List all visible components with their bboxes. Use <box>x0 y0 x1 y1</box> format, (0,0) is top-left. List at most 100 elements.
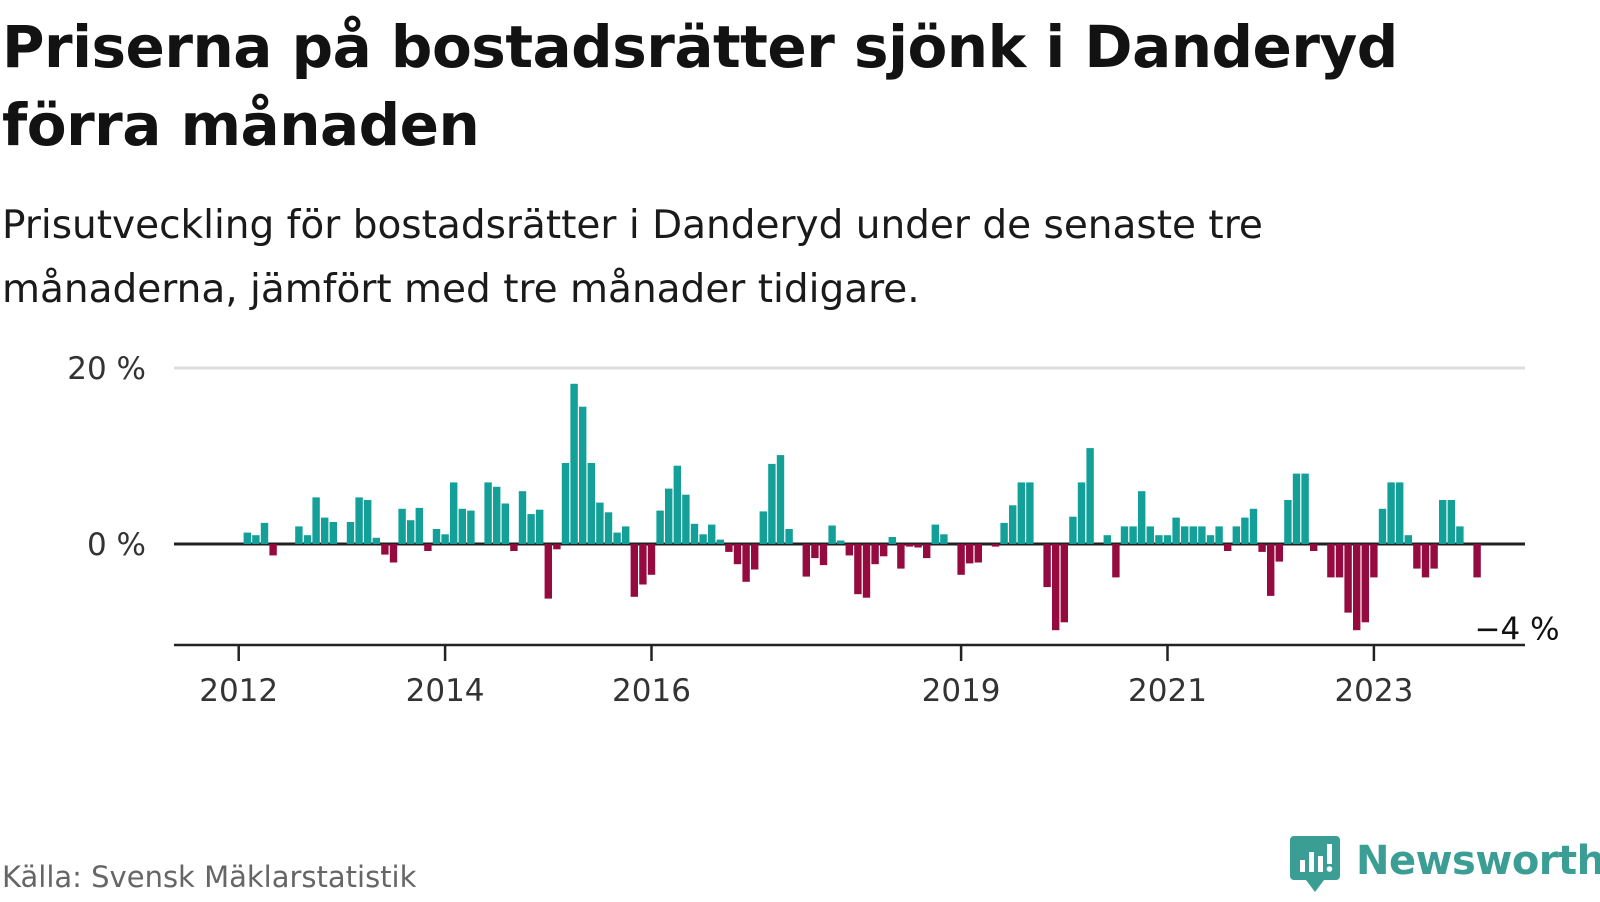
bar <box>381 544 389 555</box>
bar <box>269 544 277 556</box>
bar <box>1344 544 1352 613</box>
bar <box>1430 544 1438 569</box>
bar <box>1000 522 1008 544</box>
bar <box>1404 535 1412 544</box>
bar <box>871 544 879 565</box>
bar <box>243 532 251 544</box>
bar <box>1370 544 1378 578</box>
bar <box>510 544 518 551</box>
bar <box>1009 505 1017 544</box>
bar <box>742 544 750 582</box>
bar <box>432 529 441 544</box>
bar <box>441 534 449 544</box>
bar <box>656 510 664 544</box>
bar <box>1181 526 1189 544</box>
bar-chart: 2012 2014 2016 2019 2021 2023 0 % 20 % −4 % <box>67 351 1559 709</box>
bar <box>837 540 845 544</box>
bar <box>1189 526 1197 544</box>
y-tick-label: 20 % <box>67 351 146 387</box>
bar <box>1310 544 1318 551</box>
bar <box>699 534 707 544</box>
bar <box>1473 544 1481 578</box>
newsworthy-logo-text: Newsworthy <box>1356 838 1600 884</box>
bar <box>819 544 828 566</box>
bar <box>321 517 329 544</box>
bar <box>364 500 372 544</box>
bar <box>914 544 922 548</box>
bar <box>888 537 896 544</box>
bar <box>1224 544 1232 551</box>
bar <box>1198 526 1206 544</box>
bar <box>1103 535 1111 544</box>
bar <box>1378 508 1387 544</box>
bar <box>854 544 862 595</box>
bar <box>974 544 982 563</box>
bar <box>1353 544 1361 631</box>
bar <box>811 544 819 559</box>
bar <box>716 539 724 544</box>
bar <box>295 526 303 544</box>
bar <box>639 544 647 585</box>
bar <box>1086 448 1094 544</box>
bar <box>905 544 914 547</box>
bar <box>1026 482 1034 544</box>
bar <box>1258 544 1266 552</box>
bar <box>1232 526 1240 544</box>
chart-title: Priserna på bostadsrätter sjönk i Dander… <box>2 13 1398 159</box>
bar <box>1129 526 1137 544</box>
bar <box>1387 482 1395 544</box>
bar <box>1069 516 1077 544</box>
bar <box>1249 508 1258 544</box>
bar <box>1215 526 1223 544</box>
chart-subtitle: Prisutveckling för bostadsrätter i Dande… <box>2 203 1263 312</box>
bar <box>665 488 673 544</box>
bar <box>604 512 613 544</box>
newsworthy-logo-icon <box>1290 836 1340 892</box>
bar <box>467 510 475 544</box>
bar <box>931 524 939 544</box>
bar <box>553 544 561 550</box>
bar <box>768 463 776 544</box>
bar <box>536 509 544 544</box>
bar <box>252 535 260 544</box>
bar <box>923 544 931 559</box>
bar <box>303 535 312 544</box>
bar <box>1163 535 1172 544</box>
bar <box>1241 517 1249 544</box>
x-tick-label: 2023 <box>1334 673 1413 709</box>
bar <box>355 497 363 544</box>
bar <box>493 486 501 544</box>
x-tick-label: 2021 <box>1128 673 1207 709</box>
bar <box>733 544 742 565</box>
bar <box>1396 482 1404 544</box>
bar <box>940 534 948 544</box>
bar <box>785 529 793 544</box>
bar <box>1327 544 1335 578</box>
bar <box>1052 544 1060 631</box>
bar <box>518 491 527 544</box>
bar <box>1421 544 1430 578</box>
bar <box>1456 526 1464 544</box>
bar <box>1292 473 1301 544</box>
x-tick-label: 2016 <box>612 673 691 709</box>
bar <box>759 511 767 544</box>
bar <box>622 526 630 544</box>
x-axis: 2012 2014 2016 2019 2021 2023 <box>174 643 1525 709</box>
bar <box>570 383 578 544</box>
bar <box>346 522 355 544</box>
newsworthy-logo: Newsworthy <box>1290 836 1600 902</box>
bar <box>1206 535 1215 544</box>
bar <box>579 406 587 544</box>
bar <box>802 544 810 577</box>
bar <box>1060 544 1068 623</box>
source-note: Källa: Svensk Mäklarstatistik <box>2 860 417 894</box>
y-axis: 0 % 20 % <box>67 351 146 563</box>
bar <box>673 465 681 544</box>
bar <box>1447 500 1455 544</box>
bar <box>415 507 423 544</box>
bar-series <box>243 383 1481 631</box>
bar <box>708 524 716 544</box>
bar <box>1112 544 1120 578</box>
bar <box>1017 482 1025 544</box>
bar <box>845 544 853 556</box>
